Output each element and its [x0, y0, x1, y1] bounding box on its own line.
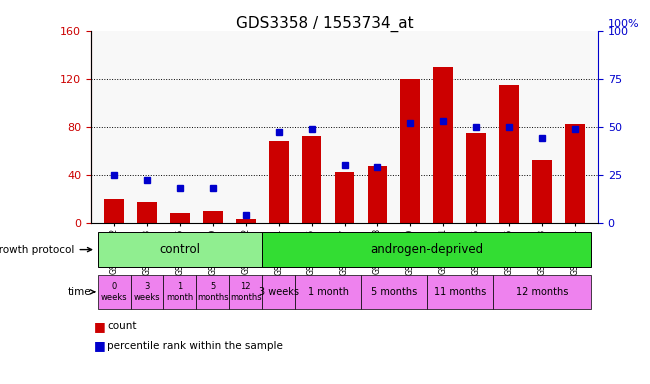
- Bar: [262, 232, 592, 267]
- Text: growth protocol: growth protocol: [0, 245, 92, 255]
- Bar: [361, 275, 427, 309]
- Text: 5
months: 5 months: [197, 282, 229, 301]
- Text: 3 weeks: 3 weeks: [259, 287, 298, 297]
- Text: 12 months: 12 months: [516, 287, 568, 297]
- Bar: [262, 275, 295, 309]
- Bar: [565, 124, 585, 223]
- Bar: [532, 161, 552, 223]
- Bar: [229, 275, 262, 309]
- Bar: [427, 275, 493, 309]
- Bar: [137, 202, 157, 223]
- Text: GDS3358 / 1553734_at: GDS3358 / 1553734_at: [236, 15, 414, 31]
- Bar: [434, 67, 453, 223]
- Text: 11 months: 11 months: [434, 287, 486, 297]
- Bar: [493, 275, 592, 309]
- Bar: [302, 136, 322, 223]
- Text: 100%: 100%: [608, 19, 640, 29]
- Text: 12
months: 12 months: [230, 282, 261, 301]
- Bar: [367, 166, 387, 223]
- Text: count: count: [107, 321, 136, 331]
- Text: 1 month: 1 month: [307, 287, 348, 297]
- Bar: [335, 172, 354, 223]
- Bar: [98, 275, 131, 309]
- Text: androgen-deprived: androgen-deprived: [370, 243, 484, 256]
- Text: 0
weeks: 0 weeks: [101, 282, 127, 301]
- Bar: [236, 219, 255, 223]
- Text: 1
month: 1 month: [166, 282, 194, 301]
- Text: control: control: [159, 243, 200, 256]
- Bar: [131, 275, 163, 309]
- Bar: [203, 211, 223, 223]
- Bar: [98, 232, 262, 267]
- Text: 5 months: 5 months: [370, 287, 417, 297]
- Text: ■: ■: [94, 320, 106, 333]
- Bar: [400, 79, 420, 223]
- Bar: [196, 275, 229, 309]
- Text: time: time: [68, 287, 94, 297]
- Text: percentile rank within the sample: percentile rank within the sample: [107, 341, 283, 351]
- Text: ■: ■: [94, 339, 106, 352]
- Bar: [466, 133, 486, 223]
- Text: 3
weeks: 3 weeks: [134, 282, 161, 301]
- Bar: [104, 199, 124, 223]
- Bar: [295, 275, 361, 309]
- Bar: [499, 85, 519, 223]
- Bar: [269, 141, 289, 223]
- Bar: [170, 213, 190, 223]
- Bar: [163, 275, 196, 309]
